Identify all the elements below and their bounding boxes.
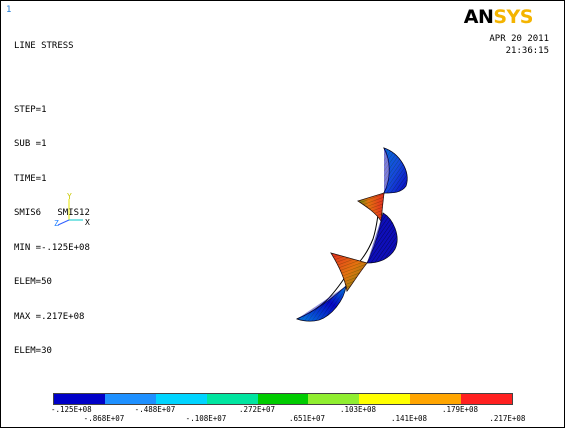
stress-lobe-5-hatch: [297, 286, 346, 322]
stress-lobe-1-hatch: [384, 148, 408, 193]
stress-lobe-2-hatch: [358, 193, 384, 221]
legend-label: .651E+07: [288, 414, 326, 423]
max-elem-label: ELEM=30: [14, 346, 52, 356]
triad-z-label: Z: [54, 219, 59, 228]
legend-label: .179E+08: [441, 405, 479, 414]
legend-swatch-0: [54, 394, 105, 404]
time-label-clock: 21:36:15: [505, 46, 549, 56]
legend-swatch-4: [257, 394, 309, 404]
legend-swatch-2: [155, 394, 207, 404]
coordinate-triad: Y Z X: [54, 192, 90, 228]
legend-swatch-7: [410, 394, 462, 404]
legend-label: .217E+08: [489, 414, 526, 423]
step-label: STEP=1: [14, 104, 47, 115]
legend-label: -.868E+07: [83, 414, 125, 423]
min-elem-label: ELEM=50: [14, 277, 52, 287]
plot-info: LINE STRESS STEP=1 SUB =1 TIME=1 SMIS6 S…: [14, 18, 90, 381]
timestamp: APR 20 2011 21:36:15: [489, 33, 549, 57]
substep-label: SUB =1: [14, 139, 47, 149]
triad-x-label: X: [85, 218, 90, 227]
legend-swatch-6: [359, 394, 411, 404]
max-label: MAX =.217E+08: [14, 311, 85, 322]
stress-lobe-4-hatch: [331, 253, 367, 291]
legend-swatch-1: [104, 394, 156, 404]
legend-label: -.488E+07: [134, 405, 176, 414]
stress-lobe-3-hatch: [367, 213, 398, 263]
date-label: APR 20 2011: [489, 34, 549, 44]
items-label: SMIS6 SMIS12: [14, 208, 90, 218]
legend-label: -.108E+07: [185, 414, 227, 423]
ansys-logo: ANSYS: [463, 6, 534, 28]
plot-title: LINE STRESS: [14, 41, 74, 51]
contour-legend-bar: [53, 393, 513, 405]
legend-swatch-3: [206, 394, 258, 404]
triad-z-axis: [57, 219, 70, 226]
legend-label: -.125E+08: [51, 405, 92, 414]
legend-label: .141E+08: [390, 414, 428, 423]
legend-label: .103E+08: [339, 405, 377, 414]
window-number: 1: [6, 5, 12, 15]
legend-swatch-8: [461, 394, 513, 404]
time-label: TIME=1: [14, 173, 47, 184]
triad-y-label: Y: [67, 192, 72, 201]
legend-swatch-5: [308, 394, 360, 404]
legend-label: .272E+07: [238, 405, 276, 414]
min-label: MIN =-.125E+08: [14, 242, 90, 253]
